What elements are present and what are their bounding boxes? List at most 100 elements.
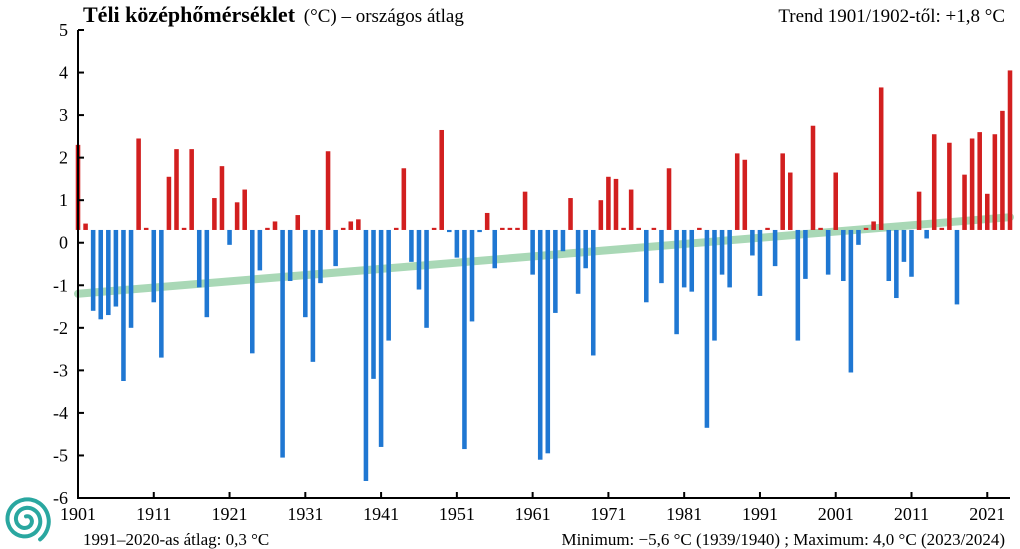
bar-positive <box>212 198 217 230</box>
bar-positive <box>697 228 702 230</box>
logo-spiral-icon <box>8 499 49 539</box>
bar-positive <box>265 228 270 230</box>
bar-positive <box>235 202 240 230</box>
x-tick-label: 1961 <box>515 504 551 524</box>
bar-positive <box>508 228 513 230</box>
bar-negative <box>371 230 376 379</box>
bar-positive <box>295 215 300 230</box>
x-tick-label: 1971 <box>590 504 626 524</box>
bar-negative <box>152 230 157 302</box>
bar-negative <box>121 230 126 381</box>
x-tick-label: 1921 <box>212 504 248 524</box>
bar-negative <box>318 230 323 283</box>
bar-negative <box>470 230 475 321</box>
bar-negative <box>856 230 861 245</box>
bar-negative <box>386 230 391 341</box>
x-tick-label: 1981 <box>666 504 702 524</box>
bar-negative <box>333 230 338 266</box>
bar-positive <box>599 200 604 230</box>
bar-positive <box>83 224 88 230</box>
chart-svg: Téli középhőmérséklet (°C) – országos át… <box>0 0 1020 549</box>
bar-negative <box>258 230 263 270</box>
bar-positive <box>970 138 975 229</box>
bar-positive <box>167 177 172 230</box>
bar-positive <box>947 143 952 230</box>
bar-negative <box>902 230 907 262</box>
bar-positive <box>818 228 823 230</box>
bar-negative <box>250 230 255 353</box>
bar-positive <box>220 166 225 230</box>
y-tick-label: 5 <box>59 20 68 40</box>
bar-positive <box>879 87 884 230</box>
bar-positive <box>500 228 505 230</box>
bar-negative <box>955 230 960 304</box>
bar-negative <box>311 230 316 362</box>
bar-negative <box>796 230 801 341</box>
y-tick-label: -1 <box>53 275 68 295</box>
bar-positive <box>932 134 937 230</box>
bar-positive <box>439 130 444 230</box>
x-tick-label: 1951 <box>439 504 475 524</box>
bar-positive <box>833 173 838 230</box>
bar-positive <box>341 228 346 230</box>
bar-positive <box>743 160 748 230</box>
bar-negative <box>909 230 914 277</box>
chart-title-main: Téli középhőmérséklet (°C) – országos át… <box>83 2 464 27</box>
bar-positive <box>614 179 619 230</box>
bar-negative <box>159 230 164 358</box>
bar-positive <box>788 173 793 230</box>
bar-positive <box>242 190 247 230</box>
bar-positive <box>636 228 641 230</box>
bar-positive <box>402 168 407 230</box>
bar-positive <box>811 126 816 230</box>
bar-negative <box>197 230 202 287</box>
bar-negative <box>546 230 551 453</box>
bar-negative <box>424 230 429 328</box>
bar-negative <box>530 230 535 275</box>
bar-negative <box>91 230 96 311</box>
y-tick-label: 0 <box>59 233 68 253</box>
bar-negative <box>758 230 763 296</box>
bar-positive <box>735 153 740 230</box>
bar-negative <box>773 230 778 266</box>
bar-positive <box>136 138 141 229</box>
bar-negative <box>98 230 103 319</box>
bar-negative <box>659 230 664 283</box>
bar-negative <box>689 230 694 292</box>
bar-positive <box>977 132 982 230</box>
x-tick-label: 1901 <box>60 504 96 524</box>
bar-negative <box>886 230 891 281</box>
bar-negative <box>561 230 566 251</box>
bar-negative <box>720 230 725 275</box>
bar-positive <box>940 228 945 230</box>
bar-negative <box>538 230 543 460</box>
bar-positive <box>394 228 399 230</box>
bar-negative <box>462 230 467 449</box>
x-tick-label: 1911 <box>136 504 171 524</box>
x-tick-label: 1931 <box>287 504 323 524</box>
bar-negative <box>705 230 710 428</box>
bar-positive <box>780 153 785 230</box>
bar-negative <box>583 230 588 268</box>
y-tick-label: 3 <box>59 105 68 125</box>
bar-positive <box>871 221 876 230</box>
bar-negative <box>682 230 687 287</box>
bar-negative <box>447 230 452 232</box>
bar-positive <box>629 190 634 230</box>
x-tick-label: 2011 <box>894 504 929 524</box>
bar-positive <box>349 221 354 230</box>
bar-positive <box>1000 111 1005 230</box>
bar-positive <box>962 175 967 230</box>
bar-negative <box>492 230 497 268</box>
bar-negative <box>114 230 119 307</box>
bar-negative <box>303 230 308 317</box>
bar-negative <box>894 230 899 298</box>
y-tick-label: 4 <box>59 63 68 83</box>
bar-negative <box>826 230 831 275</box>
bar-positive <box>174 149 179 230</box>
bar-positive <box>606 177 611 230</box>
bar-negative <box>288 230 293 281</box>
y-tick-label: -4 <box>53 403 68 423</box>
bar-negative <box>576 230 581 294</box>
bar-negative <box>727 230 732 287</box>
